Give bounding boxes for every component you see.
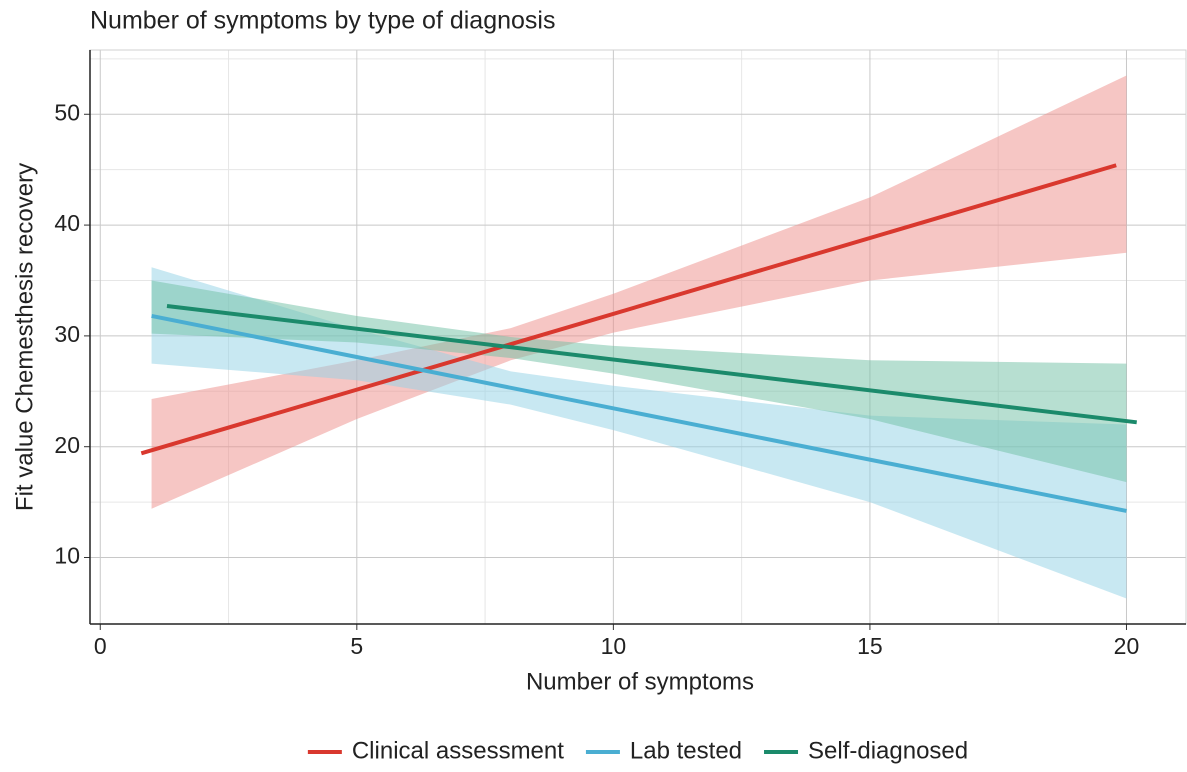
legend-label: Self-diagnosed xyxy=(808,737,968,764)
y-tick-label: 10 xyxy=(54,543,80,569)
chart-title: Number of symptoms by type of diagnosis xyxy=(90,7,555,35)
fit-line xyxy=(140,163,1117,456)
x-tick-label: 0 xyxy=(94,633,107,659)
y-tick-label: 50 xyxy=(54,99,80,125)
legend-label: Lab tested xyxy=(630,737,742,764)
y-axis-label: Fit value Chemesthesis recovery xyxy=(11,163,38,511)
y-tick-label: 30 xyxy=(54,321,80,347)
confidence-band xyxy=(151,280,1127,483)
x-axis-label: Number of symptoms xyxy=(526,668,754,695)
y-tick-label: 40 xyxy=(54,210,80,236)
x-tick-label: 5 xyxy=(350,633,363,659)
y-tick-label: 20 xyxy=(54,432,80,458)
x-tick-label: 10 xyxy=(601,633,627,659)
legend-label: Clinical assessment xyxy=(352,737,564,764)
fit-line xyxy=(151,313,1127,513)
x-tick-label: 20 xyxy=(1114,633,1140,659)
x-tick-label: 15 xyxy=(857,633,883,659)
confidence-band xyxy=(151,75,1127,509)
fit-line xyxy=(166,303,1137,425)
confidence-band xyxy=(151,267,1127,599)
